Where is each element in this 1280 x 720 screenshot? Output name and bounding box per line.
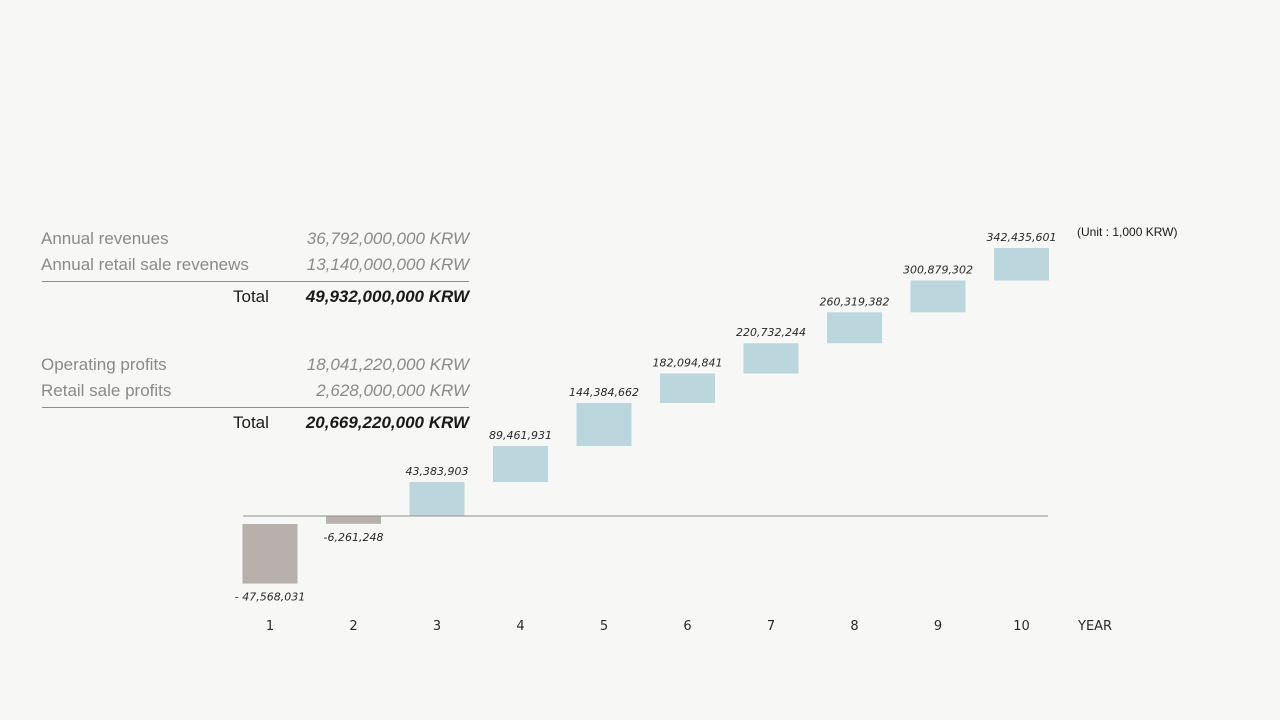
bars-group [242, 248, 1049, 584]
revenue-total-row: Total 49,932,000,000 KRW [41, 286, 469, 310]
value-label-year-3: 43,383,903 [406, 465, 469, 478]
value-label-year-9: 300,879,302 [903, 264, 973, 277]
value-label-year-8: 260,319,382 [820, 295, 890, 308]
bar-year-8 [827, 312, 882, 344]
year-labels-group: 1 2 3 4 5 6 7 8 9 10 [266, 619, 1030, 634]
retail-revenue-row: Annual retail sale revenews 13,140,000,0… [41, 254, 469, 280]
year-label-6: 6 [683, 619, 691, 634]
value-label-year-1: - 47,568,031 [235, 591, 305, 604]
revenue-total-value: 49,932,000,000 KRW [305, 287, 469, 306]
x-axis-label: YEAR [1077, 619, 1112, 634]
profit-total-row: Total 20,669,220,000 KRW [41, 412, 469, 436]
revenue-divider [42, 281, 469, 282]
revenue-value: 36,792,000,000 KRW [306, 229, 469, 248]
bar-year-4 [493, 445, 548, 483]
bar-year-10 [994, 248, 1049, 281]
revenue-row: Annual revenues 36,792,000,000 KRW [41, 228, 469, 254]
year-label-8: 8 [850, 619, 858, 634]
profit-total-value: 20,669,220,000 KRW [305, 413, 469, 432]
value-label-year-4: 89,461,931 [489, 429, 552, 442]
bar-year-2 [326, 516, 381, 524]
profit-total-label: Total [233, 413, 269, 432]
operating-profit-label: Operating profits [41, 355, 167, 374]
bar-year-1 [242, 524, 298, 584]
retail-profit-row: Retail sale profits 2,628,000,000 KRW [41, 380, 469, 406]
value-label-year-5: 144,384,662 [569, 386, 639, 399]
operating-profit-value: 18,041,220,000 KRW [306, 355, 469, 374]
bar-year-6 [660, 373, 715, 404]
year-label-9: 9 [934, 619, 942, 634]
year-label-1: 1 [266, 619, 274, 634]
value-label-year-7: 220,732,244 [736, 326, 806, 339]
year-label-4: 4 [516, 619, 524, 634]
bar-year-9 [910, 280, 966, 313]
retail-profit-value: 2,628,000,000 KRW [316, 381, 469, 400]
retail-profit-label: Retail sale profits [41, 381, 172, 400]
year-label-7: 7 [767, 619, 775, 634]
profit-divider [42, 407, 469, 408]
bar-year-3 [409, 482, 465, 516]
value-labels-group: - 47,568,031 -6,261,248 43,383,903 89,461,9… [235, 231, 1057, 604]
value-label-year-10: 342,435,601 [987, 231, 1057, 244]
unit-note: (Unit : 1,000 KRW) [1077, 225, 1177, 239]
operating-profit-row: Operating profits 18,041,220,000 KRW [41, 354, 469, 380]
revenue-total-label: Total [233, 287, 269, 306]
value-label-year-6: 182,094,841 [653, 356, 723, 369]
year-label-2: 2 [349, 619, 357, 634]
year-label-10: 10 [1013, 619, 1030, 634]
revenue-label: Annual revenues [41, 229, 169, 248]
value-label-year-2: -6,261,248 [324, 531, 384, 544]
retail-revenue-value: 13,140,000,000 KRW [306, 255, 469, 274]
bar-year-7 [743, 343, 799, 374]
bar-year-5 [576, 403, 632, 446]
year-label-3: 3 [433, 619, 441, 634]
retail-revenue-label: Annual retail sale revenews [41, 255, 249, 274]
year-label-5: 5 [600, 619, 608, 634]
